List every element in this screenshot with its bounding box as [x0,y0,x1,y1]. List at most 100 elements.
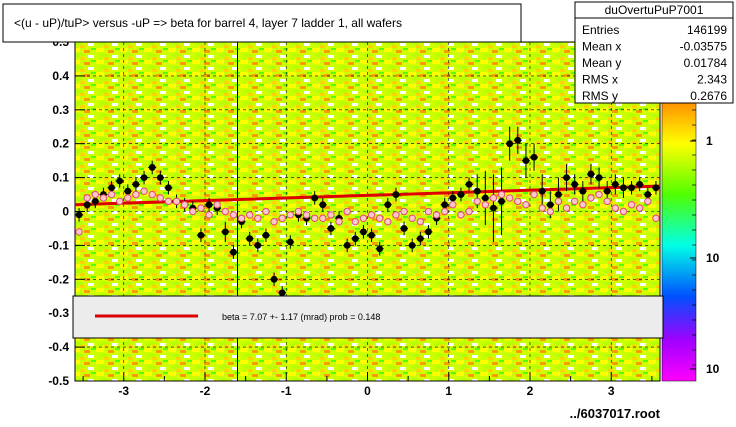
pink-point [229,211,238,219]
pink-point [310,214,319,222]
y-tick-label: -0.2 [48,272,69,286]
black-point [319,201,327,209]
x-axis-label: ../6037017.root [570,406,661,421]
pink-point [457,211,465,219]
black-point [360,228,367,236]
pink-point [262,207,270,216]
x-tick-label: -3 [118,384,129,398]
pink-point [408,214,416,222]
points-layer [75,126,660,300]
pink-point [164,197,173,206]
pink-point [505,194,514,202]
pink-point [562,204,571,212]
black-point [555,191,562,198]
pink-point [286,211,295,219]
black-point [343,242,351,249]
pink-point [91,190,100,199]
black-point [132,180,140,188]
pink-point [132,190,140,199]
black-point [351,235,359,243]
pink-point [180,201,189,209]
black-point [392,191,400,198]
black-point [311,194,319,202]
y-tick-label: 0 [62,205,69,219]
black-point [75,211,83,219]
pink-point [302,211,311,219]
black-point [522,157,530,165]
pink-point [205,211,213,219]
black-point [148,164,156,171]
stats-label: Entries [582,23,619,37]
colorbar-label: 10 [706,251,720,265]
pink-point [432,211,441,219]
black-point [368,231,375,239]
pink-point [595,190,603,199]
x-tick-label: 1 [445,384,452,398]
x-tick-label: 2 [527,384,534,398]
pink-point [497,190,506,199]
pink-point [213,201,221,209]
pink-point [278,214,286,222]
stats-value: 2.343 [697,73,727,87]
pink-point [644,197,652,206]
pink-point [522,201,530,209]
black-point [156,174,164,182]
black-point [197,231,205,239]
black-point [538,187,546,195]
pink-point [530,190,538,199]
pink-point [570,197,579,206]
black-point [579,187,587,195]
x-tick-label: 3 [608,384,615,398]
black-point [563,174,570,182]
black-point [278,289,286,297]
pink-point [440,207,449,216]
black-point [449,194,457,202]
black-point [408,242,416,249]
black-point [473,187,481,195]
black-point [124,187,132,195]
stats-label: Mean x [582,40,621,54]
fit-layer [74,184,661,207]
black-point [595,174,603,182]
black-point [108,184,115,192]
black-point [221,228,229,236]
pink-point [124,194,132,202]
stats-value: 146199 [687,23,727,37]
pink-point [465,207,473,216]
black-point [490,204,497,212]
x-tick-label: -1 [281,384,292,398]
black-point [327,225,335,232]
pink-point [359,214,368,222]
y-tick-label: -0.3 [48,306,69,320]
pink-point [611,204,620,212]
title-box [2,3,522,43]
y-tick-label: 0.4 [52,69,69,83]
black-point [628,184,635,192]
stats-label: Mean y [582,56,621,70]
black-point [530,153,538,161]
pink-point [635,204,644,212]
pink-point [481,201,490,209]
pink-point [587,194,595,202]
stats-box [574,1,734,104]
black-point [205,201,213,209]
pink-point [619,207,628,216]
y-tick-label: 0.1 [52,171,69,185]
pink-point [197,204,205,212]
pink-point [294,207,303,216]
black-point [498,197,505,205]
pink-point [327,211,335,219]
legend-entry: beta = 7.07 +- 1.17 (mrad) prob = 0.148 [222,312,380,322]
black-point [481,194,489,202]
black-point [506,140,514,148]
axes: -3 -2 -1 0 1 2 3 -0.5 -0.4 -0.3 -0.2 -0.1 0 0.1 0.2 0.3… [48,35,719,398]
black-point [603,187,611,195]
pink-point [156,194,165,202]
pink-point [384,217,392,226]
y-tick-label: -0.1 [48,238,69,252]
black-point [416,235,424,243]
pink-point [652,214,660,222]
black-point [620,184,627,192]
black-point [286,238,294,246]
